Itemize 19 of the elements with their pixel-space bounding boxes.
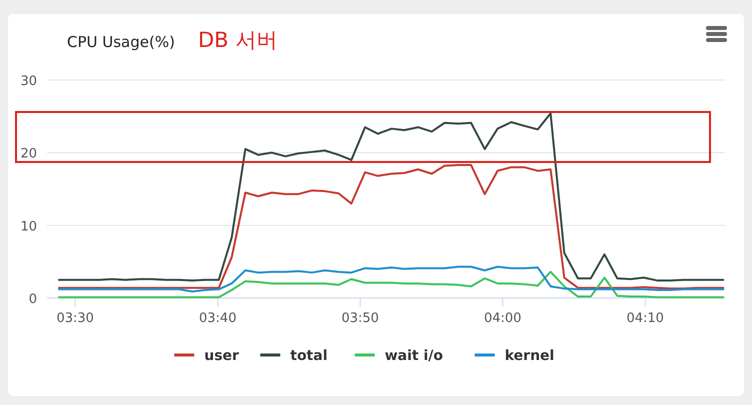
x-tick-label: 03:30: [56, 311, 94, 326]
chart-title: CPU Usage(%): [67, 33, 175, 51]
x-tick-label: 03:50: [341, 311, 379, 326]
x-tick-label: 03:40: [199, 311, 236, 326]
line-series: [58, 266, 724, 292]
legend-label: user: [204, 348, 240, 364]
y-tick-label: 20: [20, 146, 37, 162]
line-series: [58, 112, 724, 282]
chart-subtitle: DB 서버: [198, 28, 278, 52]
x-tick-label: 04:10: [626, 311, 664, 326]
legend-label: total: [290, 348, 328, 364]
legend-label: wait i/o: [384, 348, 444, 364]
line-series: [58, 270, 724, 298]
legend-label: kernel: [504, 348, 554, 364]
y-tick-label: 0: [28, 292, 37, 307]
x-tick-label: 04:00: [484, 311, 522, 326]
y-tick-label: 10: [20, 219, 37, 234]
y-tick-label: 30: [20, 74, 37, 89]
line-series: [58, 164, 724, 290]
